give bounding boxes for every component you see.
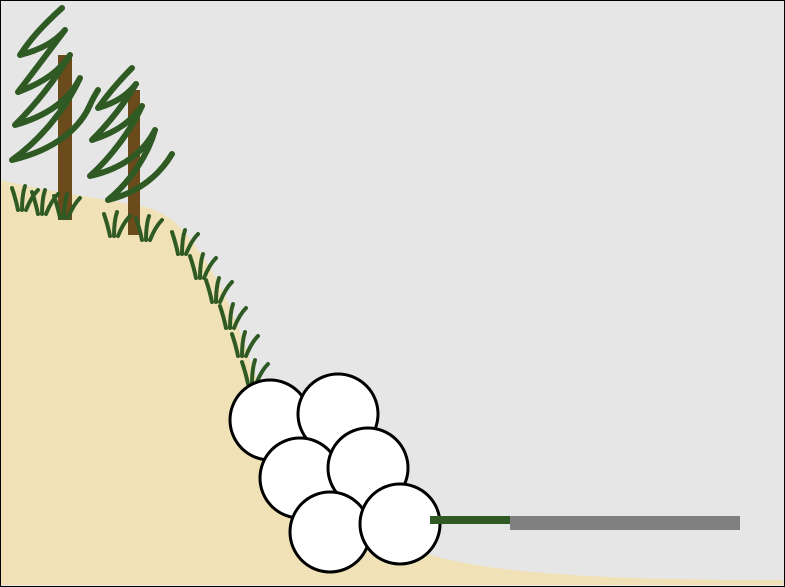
diagram-svg [0,0,785,587]
road-surface [510,516,740,530]
diagram-stage [0,0,785,587]
boulder-5 [290,492,370,572]
boulder-6 [360,484,440,564]
barrier-bar [430,516,510,524]
